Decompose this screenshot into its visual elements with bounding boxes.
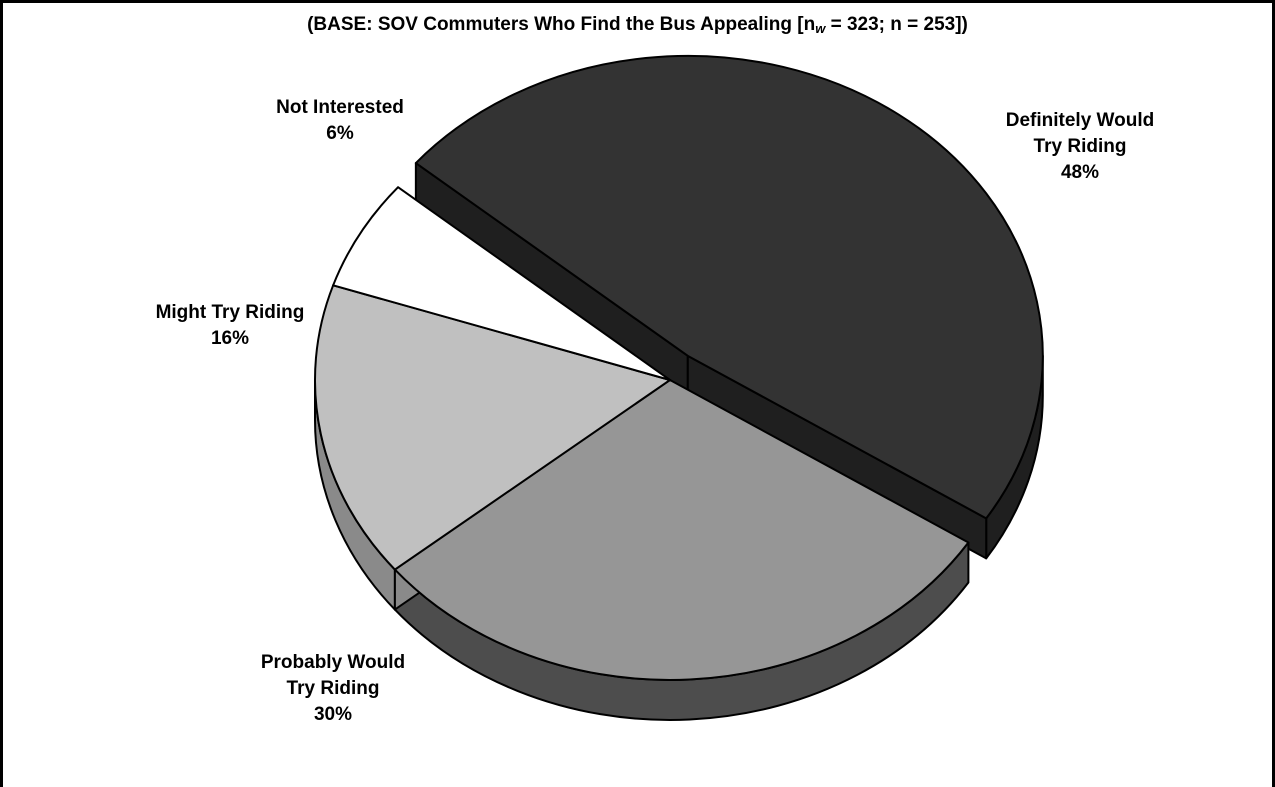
chart-title-suffix: = 323; n = 253]): [825, 14, 968, 35]
slice-label-definitely: Definitely Would Try Riding 48%: [960, 108, 1200, 186]
slice-definitely-would-try-riding: [414, 54, 1044, 520]
slice-label-definitely-line2: Try Riding: [1033, 136, 1127, 157]
slice-value-probably: 30%: [313, 704, 353, 725]
slice-label-not-interested: Not Interested 6%: [220, 95, 460, 147]
slice-value-might: 16%: [210, 328, 250, 349]
slice-label-not-interested-line1: Not Interested: [276, 97, 404, 118]
chart-title-prefix: (BASE: SOV Commuters Who Find the Bus Ap…: [307, 14, 816, 35]
slice-label-definitely-line1: Definitely Would: [1005, 110, 1155, 131]
chart-title-subscript: w: [815, 21, 826, 36]
slice-label-probably: Probably Would Try Riding 30%: [213, 650, 453, 728]
slice-not-interested: [332, 186, 671, 381]
slice-might-try-riding: [314, 284, 671, 571]
chart-title: (BASE: SOV Commuters Who Find the Bus Ap…: [0, 14, 1275, 36]
slice-label-probably-line1: Probably Would: [260, 652, 406, 673]
slice-label-might: Might Try Riding 16%: [110, 300, 350, 352]
slice-value-not-interested: 6%: [326, 123, 354, 144]
slice-label-might-line1: Might Try Riding: [155, 302, 305, 323]
slice-probably-would-try-riding: [393, 379, 970, 681]
slice-value-definitely: 48%: [1060, 162, 1100, 183]
slice-label-probably-line2: Try Riding: [286, 678, 380, 699]
